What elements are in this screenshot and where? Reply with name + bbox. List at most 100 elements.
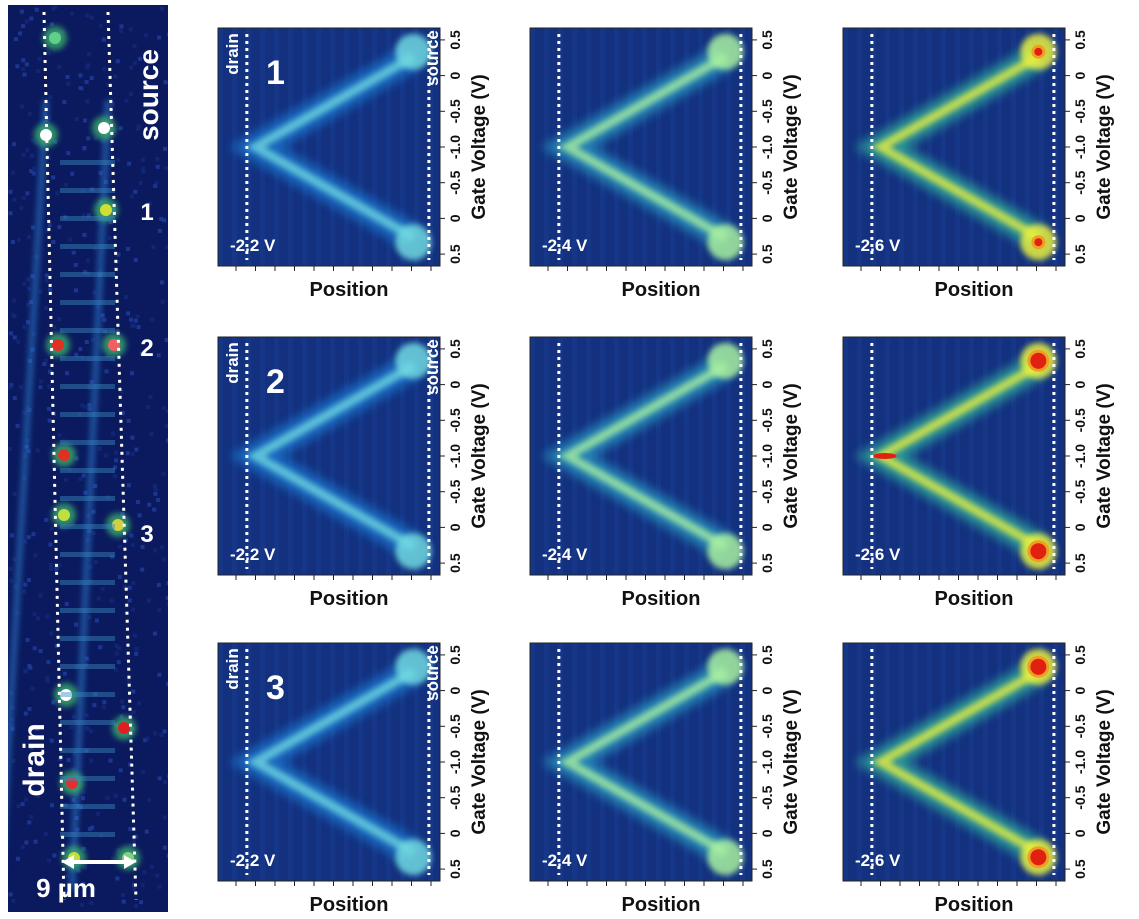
noise [99,24,103,28]
column-stripe [330,337,335,575]
y-tick-label: 0 [447,523,463,531]
noise [114,794,118,798]
noise [115,644,119,648]
column-stripe [600,643,605,881]
noise [25,148,29,152]
panel: -2.6 V0.50-0.5-1.0-0.500.5Gate Voltage (… [843,643,1115,916]
microscope-image: source123drain9 µm [0,5,172,912]
noise [55,191,59,195]
noise [22,153,26,157]
noise [159,217,163,221]
y-tick-label: -0.5 [1072,714,1088,738]
noise [115,652,119,656]
noise [51,700,55,704]
noise [16,340,20,344]
noise [33,646,37,650]
noise [16,857,20,861]
column-stripe [983,337,988,575]
noise [124,295,128,299]
noise [141,770,145,774]
noise [139,900,143,904]
y-tick-label: 0 [447,686,463,694]
x-axis-label: Position [622,279,701,301]
stripe [60,188,115,193]
y-axis-label: Gate Voltage (V) [469,383,490,528]
noise [80,903,84,907]
noise [51,6,55,10]
noise [127,419,131,423]
noise [92,703,96,707]
noise [21,802,25,806]
bias-voltage: -2.6 V [855,545,901,564]
y-axis-label: Gate Voltage (V) [1094,689,1115,834]
noise [162,558,166,562]
noise [127,162,131,166]
noise [46,660,50,664]
y-tick-label: 0.5 [447,244,463,264]
noise [144,33,148,37]
panel: -2.4 V0.50-0.5-1.0-0.500.5Gate Voltage (… [530,643,802,916]
noise [48,419,52,423]
y-tick-label: 0.5 [759,645,775,665]
noise [153,632,157,636]
noise [29,815,33,819]
noise [85,726,89,730]
noise [26,320,30,324]
hotspot [58,509,70,521]
panel: -2.4 V0.50-0.5-1.0-0.500.5Gate Voltage (… [530,28,802,301]
column-stripe [358,643,363,881]
noise [90,76,94,80]
noise [36,69,40,73]
y-tick-label: -0.5 [759,408,775,432]
noise [134,319,138,323]
hotspot [118,722,130,734]
column-stripe [358,28,363,266]
column-stripe [302,28,307,266]
column-stripe [642,28,647,266]
noise [48,223,52,227]
noise [95,619,99,623]
noise [164,166,168,170]
noise [141,158,145,162]
noise [118,575,122,579]
column-stripe [656,643,661,881]
column-stripe [843,643,848,881]
noise [129,27,133,31]
noise [102,318,106,322]
hotspot [40,129,52,141]
noise [48,288,52,292]
column-stripe [642,643,647,881]
noise [74,623,78,627]
noise [166,409,170,413]
noise [66,82,70,86]
noise [122,900,126,904]
noise [166,581,170,585]
noise [70,172,74,176]
column-stripe [913,28,918,266]
y-tick-label: 0.5 [1072,339,1088,359]
noise [79,86,83,90]
y-tick-label: -0.5 [759,785,775,809]
noise [141,170,145,174]
noise [130,371,134,375]
column-stripe [628,643,633,881]
drain-label: drain [223,33,242,75]
noise [45,278,49,282]
noise [158,776,162,780]
column-stripe [913,337,918,575]
hotspot [98,122,110,134]
noise [22,73,26,77]
noise [98,447,102,451]
y-tick-label: -0.5 [447,714,463,738]
noise [134,904,138,908]
column-stripe [316,28,321,266]
y-tick-label: -0.5 [1072,479,1088,503]
source-label: source [423,339,442,395]
noise [86,136,90,140]
y-tick-label: 0 [447,380,463,388]
noise [27,578,31,582]
noise [128,827,132,831]
noise [127,483,131,487]
noise [102,705,106,709]
noise [44,359,48,363]
